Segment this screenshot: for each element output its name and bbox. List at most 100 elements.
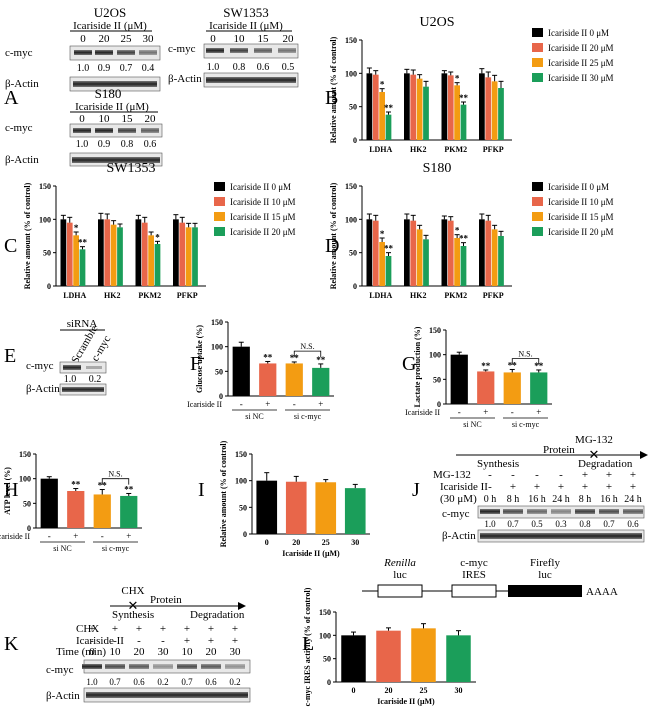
treatment-sign: + (483, 407, 488, 417)
bar (491, 81, 498, 140)
time-cell: 8 h (507, 494, 520, 505)
bar (372, 74, 379, 140)
chart-i: 0 50 100 150 Relative amount (% of control) 0… (219, 440, 370, 558)
sign-cell: + (510, 481, 516, 493)
x-tick-label: PKM2 (444, 291, 467, 300)
legend-swatch (532, 28, 543, 37)
ires-label: IRES (462, 569, 486, 581)
row-label: Time (min) (56, 646, 106, 658)
legend-swatch (214, 227, 225, 236)
y-tick-label: 0 (437, 400, 441, 409)
chart-g: 0 50 100 150 Lactate production (%) - ** + ** - **… (405, 326, 552, 429)
y-tick-label: 0 (353, 136, 357, 145)
y-tick-label: 50 (23, 499, 31, 508)
blot-label-actin: β-Actin (5, 154, 39, 166)
legend-label: Icariside II 0 μM (230, 182, 291, 192)
bar (379, 92, 385, 140)
x-tick-label: 30 (351, 538, 359, 547)
sign-cell: + (112, 623, 118, 635)
band (623, 509, 643, 514)
row-label: Icariside II (76, 635, 124, 647)
band (129, 664, 149, 669)
y-axis-label: Relative amount (% of control) (23, 182, 32, 289)
bar (93, 494, 111, 528)
treatment-sign: + (265, 399, 270, 409)
treatment-sign: + (73, 531, 78, 541)
blot-label-cmyc: c-myc (26, 360, 54, 372)
chart-l: 0 50 100 150 c-myc IRES activity (% of contr… (303, 587, 476, 706)
legend-swatch (532, 227, 543, 236)
significance-marker: ** (384, 103, 394, 113)
sign-cell: + (630, 481, 636, 493)
panel-letter-e: E (4, 345, 16, 367)
time-cell: 24 h (552, 494, 570, 505)
sign-cell: + (160, 623, 166, 635)
significance-marker: * (380, 80, 385, 90)
blot-mg132: MG-132 ✕ Synthesis Protein Degradation M… (433, 434, 648, 543)
x-tick-label: 30 (455, 686, 463, 695)
bar (447, 220, 454, 286)
significance-marker: ** (459, 93, 469, 103)
legend-swatch (532, 197, 543, 206)
blot-label-cmyc: c-myc (168, 43, 196, 55)
x-tick-label: 0 (265, 538, 269, 547)
y-tick-label: 150 (19, 450, 31, 459)
blot-dose: 0 (210, 33, 216, 45)
x-tick-label: PKM2 (138, 291, 161, 300)
blot-dose: 20 (99, 33, 111, 45)
x-tick-label: 0 (352, 686, 356, 695)
blot-label-actin: β-Actin (46, 690, 80, 702)
treatment-sign: - (101, 531, 104, 541)
ires-label: c-myc (460, 557, 488, 569)
chx-table: + + + + + + +- - - - + + +0 10 20 30 10 20 301.0 0.7 0.6 0.2 0… (86, 623, 241, 687)
chart-h: 0 50 100 150 ATP level (%) - ** + ** - ** + Icarisid… (0, 450, 142, 553)
bar (441, 219, 448, 286)
blot-quant: 0.5 (282, 62, 295, 73)
blot-label-actin: β-Actin (5, 78, 39, 90)
sign-cell: + (184, 635, 190, 647)
y-tick-label: 0 (47, 282, 51, 291)
blot-title: S180 (95, 86, 122, 101)
bar (66, 222, 73, 286)
sign-cell: + (582, 481, 588, 493)
y-tick-label: 0 (243, 530, 247, 539)
bar (498, 236, 504, 286)
bar (454, 85, 460, 140)
bar (498, 88, 504, 140)
degradation-label: Degradation (190, 609, 245, 621)
x-tick-label: 25 (420, 686, 428, 695)
y-tick-label: 100 (345, 215, 357, 224)
bar (410, 220, 417, 286)
x-tick-label: PFKP (483, 291, 504, 300)
sign-cell: + (232, 635, 238, 647)
bar (411, 628, 436, 682)
blot-quant: 1.0 (86, 677, 98, 687)
treatment-sign: - (240, 399, 243, 409)
row-label: CHX (76, 623, 99, 635)
y-tick-label: 150 (39, 182, 51, 191)
treatment-label: Icariside II (0, 532, 30, 541)
bar (60, 219, 67, 286)
blot-sw1353: SW1353 Icariside II (μM) 0 10 15 20 c-my… (168, 5, 299, 88)
row-label: (30 μM) (440, 493, 477, 505)
blot-label-cmyc: c-myc (442, 508, 470, 520)
blot-quant: 0.3 (555, 519, 567, 529)
significance-marker: ** (124, 484, 134, 494)
sign-cell: - (488, 481, 492, 493)
chart-title: S180 (423, 161, 452, 176)
bar (454, 238, 460, 286)
x-tick-label: 20 (385, 686, 393, 695)
legend-label: Icariside II 30 μM (548, 73, 614, 83)
bar (379, 242, 385, 286)
ns-bracket (101, 478, 130, 485)
x-tick-label: 25 (322, 538, 330, 547)
time-cell: 16 h (600, 494, 618, 505)
blot-dose: 15 (122, 113, 134, 125)
blot-quant: 1.0 (484, 519, 496, 529)
y-axis-label: Lactate production (%) (413, 326, 422, 407)
bar (141, 222, 148, 286)
sign-cell: + (208, 635, 214, 647)
band (153, 664, 173, 669)
blot-s180: S180 Icariside II (μM) 0 10 15 20 c-myc … (5, 86, 163, 167)
